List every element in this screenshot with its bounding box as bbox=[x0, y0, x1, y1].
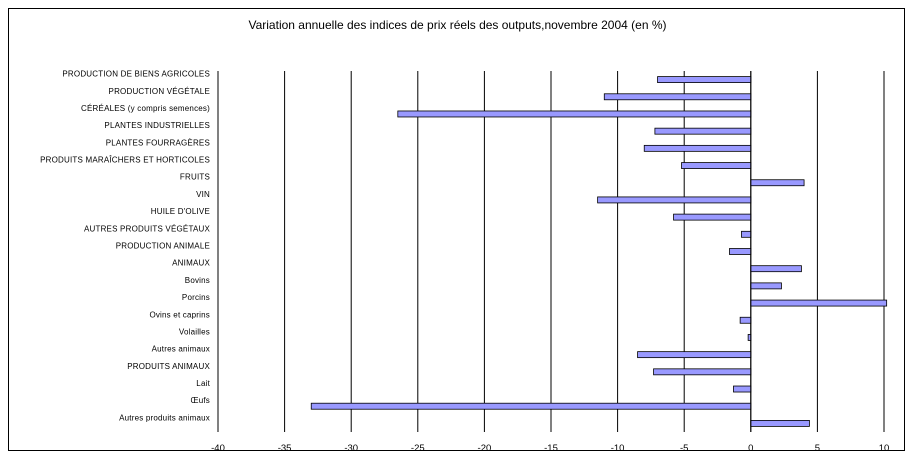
bar bbox=[657, 76, 752, 83]
x-tick-label: 10 bbox=[879, 443, 890, 454]
x-tick-label: -5 bbox=[680, 443, 688, 454]
category-label: Ovins et caprins bbox=[149, 310, 210, 319]
bar bbox=[681, 162, 752, 169]
category-label: PRODUCTION VÉGÉTALE bbox=[109, 87, 210, 96]
bar bbox=[643, 144, 752, 152]
bar bbox=[750, 282, 782, 290]
bar bbox=[733, 385, 752, 393]
category-label: AUTRES PRODUITS VÉGÉTAUX bbox=[84, 224, 210, 233]
chart-frame bbox=[8, 8, 905, 451]
category-label: Volailles bbox=[179, 327, 210, 336]
bar bbox=[750, 179, 805, 187]
x-tick-label: 0 bbox=[748, 443, 753, 454]
x-tick-label: -25 bbox=[411, 443, 425, 454]
x-tick-label: -20 bbox=[478, 443, 492, 454]
bar bbox=[654, 127, 752, 135]
bar bbox=[397, 110, 752, 118]
category-label: ANIMAUX bbox=[172, 259, 210, 268]
grid-lines bbox=[217, 71, 885, 432]
tick-labels: -40 -35 -30 -25 -20 -15 -10 -5 0 5 10 bbox=[211, 443, 889, 454]
bar bbox=[729, 248, 752, 255]
x-tick-label: -35 bbox=[278, 443, 292, 454]
bar bbox=[603, 93, 752, 101]
bar bbox=[750, 420, 810, 427]
bar bbox=[597, 196, 752, 204]
category-label: CÉRÉALES (y compris semences) bbox=[81, 104, 210, 113]
x-tick-label: -15 bbox=[544, 443, 558, 454]
category-label: PLANTES INDUSTRIELLES bbox=[104, 121, 210, 130]
category-label: PRODUCTION ANIMALE bbox=[116, 242, 210, 251]
bar bbox=[750, 299, 888, 307]
bar bbox=[750, 265, 802, 273]
x-tick-label: -30 bbox=[344, 443, 358, 454]
category-label: Lait bbox=[196, 379, 210, 388]
category-label: Porcins bbox=[182, 293, 210, 302]
x-tick-label: 5 bbox=[815, 443, 820, 454]
bar bbox=[310, 402, 752, 410]
category-label: Autres produits animaux bbox=[119, 413, 210, 422]
category-label: Œufs bbox=[191, 396, 210, 405]
bar bbox=[739, 316, 752, 324]
category-label: PLANTES FOURRAGÈRES bbox=[106, 138, 210, 147]
x-tick-label: -10 bbox=[611, 443, 625, 454]
category-label: PRODUCTION DE BIENS AGRICOLES bbox=[62, 70, 210, 79]
category-label: PRODUITS MARAÎCHERS ET HORTICOLES bbox=[40, 156, 210, 165]
category-label: Autres animaux bbox=[152, 345, 210, 354]
bars bbox=[310, 76, 888, 427]
bar bbox=[653, 368, 752, 376]
category-label: HUILE D'OLIVE bbox=[151, 207, 210, 216]
category-label: VIN bbox=[196, 190, 210, 199]
category-label: PRODUITS ANIMAUX bbox=[127, 362, 210, 371]
bar bbox=[673, 213, 752, 221]
category-label: Bovins bbox=[185, 276, 210, 285]
bar bbox=[637, 351, 752, 359]
chart-title: Variation annuelle des indices de prix r… bbox=[248, 18, 667, 32]
category-label: FRUITS bbox=[180, 173, 210, 182]
x-tick-label: -40 bbox=[211, 443, 225, 454]
category-labels: PRODUCTION DE BIENS AGRICOLES PRODUCTION … bbox=[40, 70, 210, 423]
bar bbox=[741, 230, 752, 238]
